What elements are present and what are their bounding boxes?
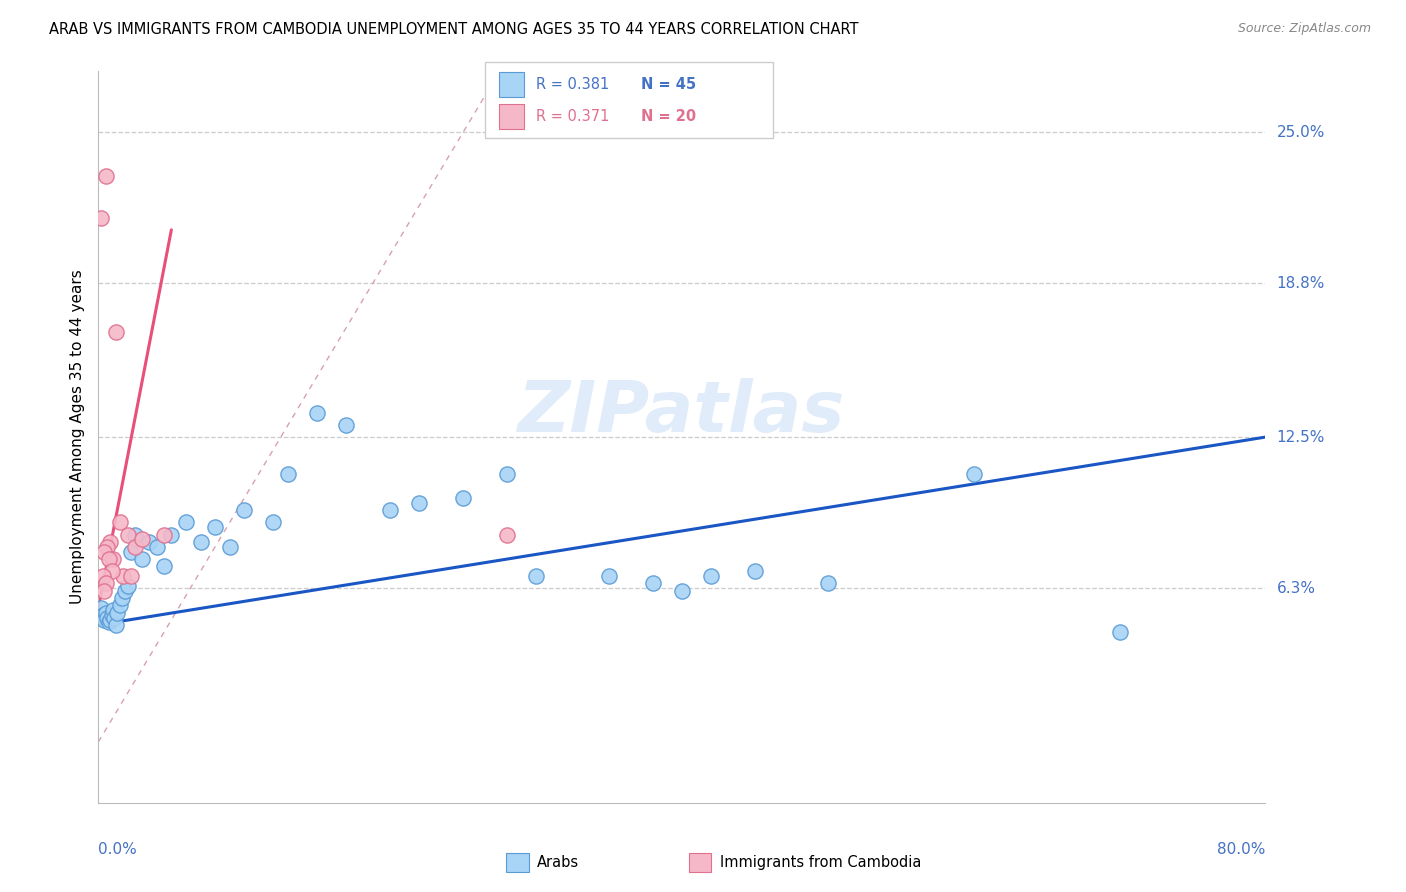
Point	[114, 583, 136, 598]
Point	[101, 552, 124, 566]
Point	[598, 569, 620, 583]
Point	[120, 544, 142, 558]
Point	[94, 169, 117, 184]
Point	[138, 535, 160, 549]
Text: 0.0%: 0.0%	[98, 842, 138, 856]
Point	[103, 610, 125, 624]
Point	[124, 527, 146, 541]
Point	[131, 552, 153, 566]
Point	[112, 569, 135, 583]
Point	[451, 491, 474, 505]
Y-axis label: Unemployment Among Ages 35 to 44 years: Unemployment Among Ages 35 to 44 years	[69, 269, 84, 605]
Text: ARAB VS IMMIGRANTS FROM CAMBODIA UNEMPLOYMENT AMONG AGES 35 TO 44 YEARS CORRELAT: ARAB VS IMMIGRANTS FROM CAMBODIA UNEMPLO…	[49, 22, 859, 37]
Point	[93, 583, 115, 598]
Text: 18.8%: 18.8%	[1277, 276, 1324, 291]
Point	[96, 610, 118, 624]
Text: 12.5%: 12.5%	[1277, 430, 1324, 444]
Point	[496, 467, 519, 481]
Point	[233, 503, 256, 517]
Point	[111, 591, 134, 605]
Point	[174, 516, 197, 530]
Point	[524, 569, 547, 583]
Point	[218, 540, 240, 554]
Point	[277, 467, 299, 481]
Point	[117, 579, 139, 593]
Point	[335, 417, 357, 432]
Point	[817, 576, 839, 591]
Text: 25.0%: 25.0%	[1277, 125, 1324, 140]
Point	[131, 533, 153, 547]
Point	[97, 552, 120, 566]
Point	[98, 613, 121, 627]
Text: Source: ZipAtlas.com: Source: ZipAtlas.com	[1237, 22, 1371, 36]
Text: R = 0.381: R = 0.381	[536, 78, 609, 92]
Point	[110, 516, 132, 530]
Text: 80.0%: 80.0%	[1218, 842, 1265, 856]
Point	[160, 527, 183, 541]
Point	[204, 520, 226, 534]
Point	[117, 527, 139, 541]
Point	[93, 613, 115, 627]
Text: R = 0.371: R = 0.371	[536, 110, 609, 124]
Text: N = 20: N = 20	[641, 110, 696, 124]
Point	[671, 583, 693, 598]
Point	[93, 544, 115, 558]
Point	[110, 599, 132, 613]
Point	[700, 569, 723, 583]
Point	[104, 617, 127, 632]
Point	[744, 564, 766, 578]
Point	[100, 608, 122, 623]
Text: Immigrants from Cambodia: Immigrants from Cambodia	[720, 855, 921, 870]
Point	[408, 496, 430, 510]
Point	[100, 564, 122, 578]
Point	[97, 615, 120, 630]
Point	[90, 600, 112, 615]
Point	[153, 527, 176, 541]
Point	[380, 503, 402, 517]
Point	[105, 606, 128, 620]
Point	[101, 603, 124, 617]
Text: Arabs: Arabs	[537, 855, 579, 870]
Point	[962, 467, 984, 481]
Text: N = 45: N = 45	[641, 78, 696, 92]
Point	[146, 540, 169, 554]
Point	[91, 569, 114, 583]
Text: ZIPatlas: ZIPatlas	[519, 378, 845, 447]
Point	[190, 535, 212, 549]
Point	[94, 606, 117, 620]
Point	[307, 406, 329, 420]
Point	[124, 540, 146, 554]
Point	[91, 608, 114, 623]
Point	[90, 211, 112, 225]
Point	[104, 325, 127, 339]
Point	[98, 535, 121, 549]
Point	[641, 576, 664, 591]
Point	[120, 569, 142, 583]
Point	[153, 559, 176, 574]
Point	[96, 540, 118, 554]
Text: 6.3%: 6.3%	[1277, 581, 1316, 596]
Point	[94, 576, 117, 591]
Point	[1108, 625, 1130, 640]
Point	[263, 516, 285, 530]
Point	[496, 527, 519, 541]
